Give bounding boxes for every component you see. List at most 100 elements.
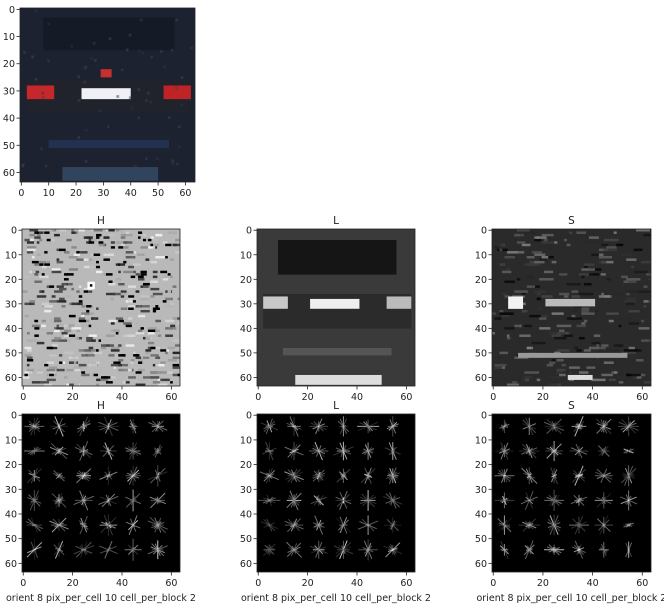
image-pixel xyxy=(150,295,155,298)
image-pixel xyxy=(44,164,48,168)
image-pixel xyxy=(125,255,136,259)
image-pixel xyxy=(170,381,173,384)
image-pixel xyxy=(118,344,122,347)
image-pixel xyxy=(26,349,32,352)
image-pixel xyxy=(29,270,36,274)
hog-stroke xyxy=(131,450,135,452)
image-pixel xyxy=(566,282,581,286)
image-pixel xyxy=(118,268,123,271)
image-pixel xyxy=(145,336,153,340)
image-pixel xyxy=(643,300,647,303)
hog-stroke xyxy=(522,423,537,430)
image-pixel xyxy=(81,305,86,308)
image-pixel xyxy=(150,236,154,239)
image-pixel xyxy=(34,236,41,239)
image-pixel xyxy=(130,106,134,110)
image-pixel xyxy=(135,305,143,308)
image-pixel xyxy=(113,292,121,296)
x-tick-label: 0 xyxy=(255,578,261,589)
image-pixel xyxy=(128,376,136,379)
image-pixel xyxy=(118,319,124,323)
image-pixel xyxy=(499,309,504,313)
image-pixel xyxy=(54,336,62,340)
panel-title: L xyxy=(333,400,339,412)
image-pixel xyxy=(128,96,132,100)
image-pixel xyxy=(603,238,619,242)
image-pixel xyxy=(641,260,651,264)
image-pixel xyxy=(93,351,103,355)
hog-stroke xyxy=(52,423,66,430)
image-pixel xyxy=(588,309,599,313)
image-pixel xyxy=(162,275,168,279)
image-pixel xyxy=(101,346,107,350)
hog-stroke xyxy=(126,472,140,479)
image-pixel xyxy=(26,356,33,360)
hog-stroke xyxy=(551,449,558,453)
image-pixel xyxy=(78,285,82,288)
y-tick-label: 20 xyxy=(5,275,17,286)
image-pixel xyxy=(36,241,40,244)
image-pixel xyxy=(155,233,163,237)
image-pixel xyxy=(96,260,99,264)
y-tick-label: 20 xyxy=(475,275,487,286)
image-pixel xyxy=(549,332,560,335)
hog-stroke xyxy=(151,420,164,433)
image-pixel xyxy=(499,248,503,252)
image-pixel xyxy=(586,241,599,244)
image-pixel xyxy=(137,116,141,120)
image-pixel xyxy=(118,246,124,249)
image-pixel xyxy=(623,300,637,303)
image-pixel xyxy=(581,275,585,279)
image-pixel xyxy=(521,309,528,313)
y-tick-label: 20 xyxy=(5,460,17,471)
image-pixel xyxy=(81,373,90,377)
image-pixel xyxy=(177,145,181,149)
hog-stroke xyxy=(620,422,637,431)
hog-stroke xyxy=(129,424,137,429)
image-pixel xyxy=(526,275,534,279)
hog-stroke xyxy=(601,523,606,527)
image-pixel xyxy=(113,361,121,364)
image-pixel xyxy=(501,366,505,369)
image-pixel xyxy=(138,359,144,362)
image-pixel xyxy=(39,324,46,328)
image-pixel xyxy=(73,253,80,256)
image-pixel xyxy=(29,238,34,242)
image-pixel xyxy=(88,324,92,328)
hog-stroke xyxy=(262,497,276,504)
image-pixel xyxy=(140,297,149,301)
hog-stroke xyxy=(362,494,374,507)
y-tick-label: 0 xyxy=(11,226,17,237)
image-pixel xyxy=(39,238,43,242)
image-pixel xyxy=(583,319,588,323)
image-pixel xyxy=(62,167,159,181)
hog-stroke xyxy=(577,523,581,528)
image-pixel xyxy=(86,339,96,342)
image-pixel xyxy=(492,332,495,335)
image-pixel xyxy=(501,270,512,274)
image-pixel xyxy=(519,334,531,337)
hog-stroke xyxy=(574,473,584,478)
image-pixel xyxy=(71,246,77,249)
image-pixel xyxy=(22,290,28,293)
hog-stroke xyxy=(316,547,321,552)
image-pixel xyxy=(49,371,55,374)
image-pixel xyxy=(588,236,599,239)
image-pixel xyxy=(499,263,506,266)
image-pixel xyxy=(626,373,641,377)
image-pixel xyxy=(646,300,651,303)
panel-title: H xyxy=(97,215,105,227)
image-pixel xyxy=(46,378,56,382)
image-pixel xyxy=(51,268,61,271)
image-pixel xyxy=(118,368,128,372)
image-pixel xyxy=(150,371,160,374)
image-pixel xyxy=(34,77,38,81)
hog-stroke xyxy=(340,448,347,454)
hog-stroke xyxy=(598,519,610,531)
image-pixel xyxy=(160,270,168,274)
y-tick-label: 10 xyxy=(5,435,17,446)
image-pixel xyxy=(71,229,74,232)
image-pixel xyxy=(88,238,92,242)
hog-stroke xyxy=(623,448,634,454)
image-pixel xyxy=(51,270,62,274)
